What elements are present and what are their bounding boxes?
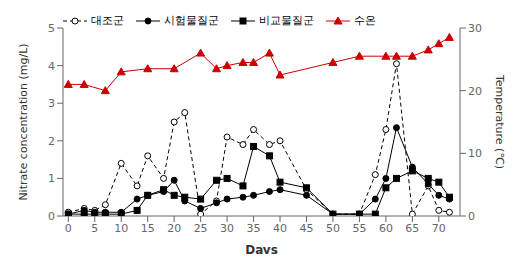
html-text:대조군: 대조군 bbox=[91, 14, 124, 27]
svg-text:30: 30 bbox=[468, 22, 482, 35]
svg-text:50: 50 bbox=[326, 222, 340, 235]
svg-text:15: 15 bbox=[141, 222, 155, 235]
svg-text:60: 60 bbox=[379, 222, 393, 235]
svg-text:40: 40 bbox=[273, 222, 287, 235]
html-text:비교물질군: 비교물질군 bbox=[259, 14, 314, 27]
svg-text:2: 2 bbox=[48, 135, 55, 148]
html-text:시험물질군: 시험물질군 bbox=[164, 14, 219, 27]
svg-text:4: 4 bbox=[48, 60, 55, 73]
svg-text:25: 25 bbox=[194, 222, 208, 235]
svg-text:10: 10 bbox=[468, 147, 482, 160]
svg-text:45: 45 bbox=[299, 222, 313, 235]
svg-text:20: 20 bbox=[468, 85, 482, 98]
svg-text:0: 0 bbox=[468, 210, 475, 223]
svg-text:5: 5 bbox=[48, 22, 55, 35]
svg-text:1: 1 bbox=[48, 172, 55, 185]
svg-text:35: 35 bbox=[247, 222, 261, 235]
svg-text:65: 65 bbox=[405, 222, 419, 235]
svg-text:3: 3 bbox=[48, 97, 55, 110]
svg-text:0: 0 bbox=[65, 222, 72, 235]
svg-text:30: 30 bbox=[220, 222, 234, 235]
svg-text:55: 55 bbox=[352, 222, 366, 235]
svg-text:20: 20 bbox=[167, 222, 181, 235]
svg-text:5: 5 bbox=[91, 222, 98, 235]
svg-text:Temperature (℃): Temperature (℃) bbox=[493, 74, 506, 169]
svg-text:Days: Days bbox=[245, 243, 278, 254]
svg-text:70: 70 bbox=[432, 222, 446, 235]
svg-text:Nitrate concentration (mg/L): Nitrate concentration (mg/L) bbox=[17, 43, 30, 200]
svg-text:10: 10 bbox=[114, 222, 128, 235]
svg-text:0: 0 bbox=[48, 210, 55, 223]
html-text:수온: 수온 bbox=[354, 14, 376, 27]
